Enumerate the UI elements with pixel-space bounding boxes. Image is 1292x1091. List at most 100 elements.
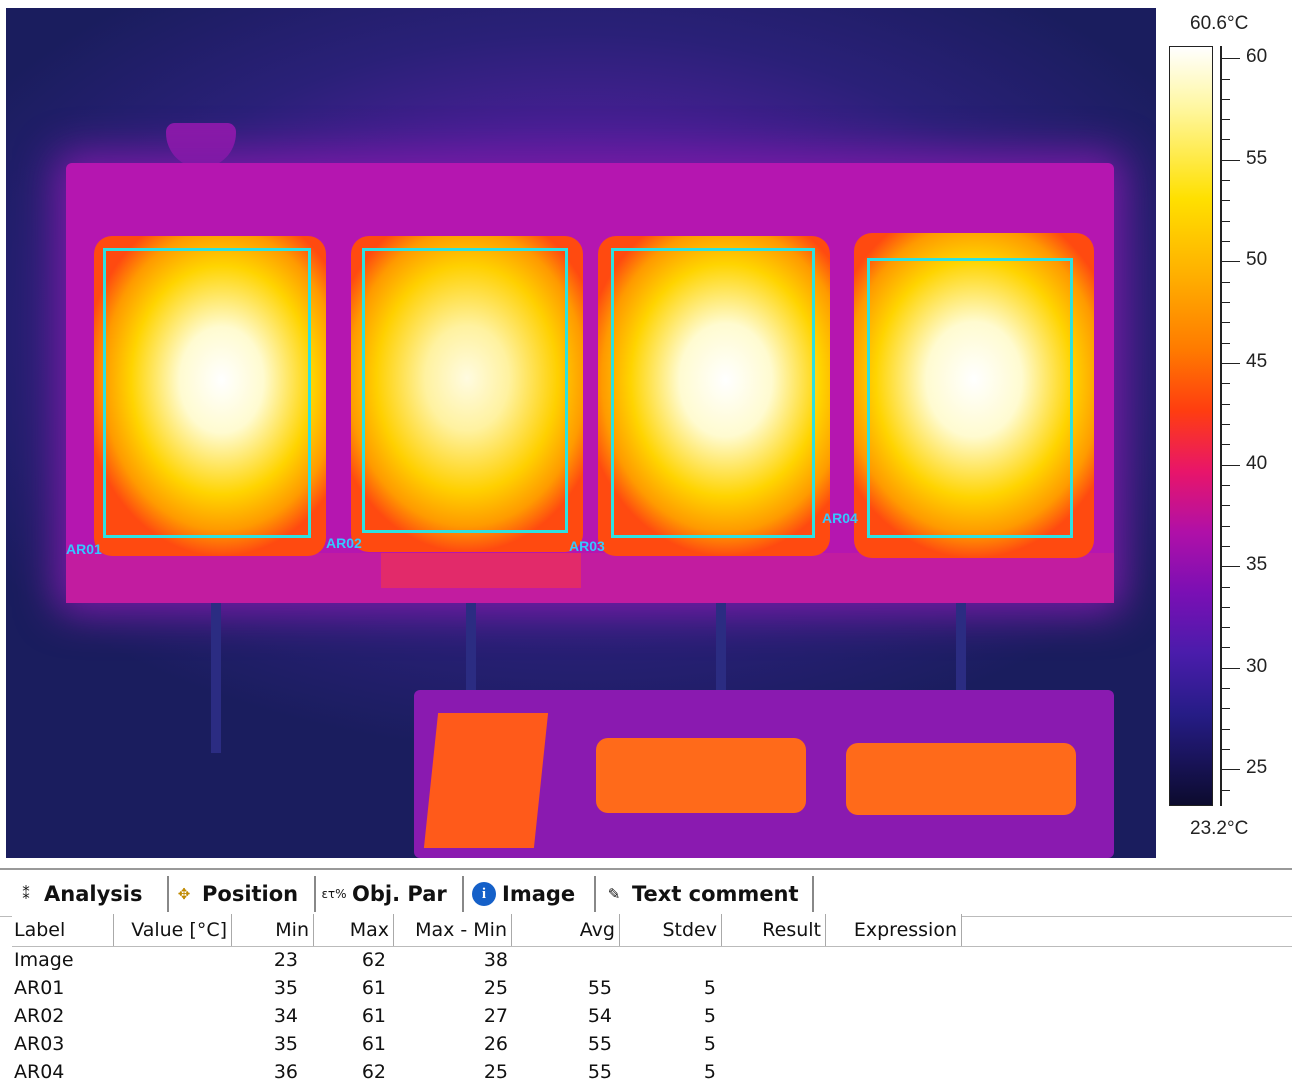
table-cell-max: 61: [361, 1033, 386, 1055]
column-header-label[interactable]: Label: [12, 914, 114, 946]
scale-major-tick: [1222, 464, 1240, 466]
scale-tick-label: 60: [1246, 46, 1268, 68]
thermal-tray-patch: [596, 738, 806, 813]
thermal-leg: [211, 603, 221, 753]
table-cell-label: AR01: [14, 977, 65, 999]
column-header-value[interactable]: Value [°C]: [114, 914, 232, 946]
info-icon: i: [472, 882, 496, 906]
column-header-stdev[interactable]: Stdev: [620, 914, 722, 946]
scale-major-tick: [1222, 363, 1240, 364]
column-header-avg[interactable]: Avg: [512, 914, 620, 946]
scale-minor-tick: [1222, 241, 1230, 243]
column-header-min[interactable]: Min: [232, 914, 314, 946]
thermal-tray-patch: [423, 713, 549, 848]
roi-ar04[interactable]: [867, 258, 1073, 538]
scale-minor-tick: [1222, 484, 1230, 486]
roi-ar01[interactable]: [103, 248, 311, 538]
thermal-cell-2: [351, 236, 583, 552]
column-header-result[interactable]: Result: [722, 914, 826, 946]
scale-minor-tick: [1222, 789, 1230, 791]
color-scale-bar[interactable]: [1169, 46, 1213, 806]
table-cell-label: AR03: [14, 1033, 65, 1055]
thermal-cell-3: [598, 236, 830, 556]
scale-minor-tick: [1222, 220, 1230, 222]
table-cell-range: 25: [483, 1061, 508, 1083]
table-cell-label: AR04: [14, 1061, 65, 1083]
thermal-cell-4: [854, 233, 1094, 558]
table-cell-value: [114, 1059, 228, 1086]
table-cell-avg: 55: [587, 1033, 612, 1055]
table-cell-max: 62: [361, 949, 386, 971]
scale-minor-tick: [1222, 627, 1230, 629]
thermal-leg: [466, 603, 476, 703]
thermal-hot-strip: [381, 553, 581, 588]
scale-tick-label: 35: [1246, 554, 1268, 576]
table-cell-range: 38: [483, 949, 508, 971]
table-cell-label: Image: [14, 949, 74, 971]
table-cell-avg: 55: [587, 1061, 612, 1083]
tab-position[interactable]: ✥ Position: [172, 876, 316, 912]
table-cell-range: 27: [483, 1005, 508, 1027]
position-icon: ✥: [177, 885, 191, 903]
scale-minor-tick: [1222, 444, 1230, 446]
tab-obj-par[interactable]: ετ% Obj. Par: [321, 876, 464, 912]
tab-image[interactable]: i Image: [472, 876, 596, 912]
table-cell-range: 26: [483, 1033, 508, 1055]
column-header-max-min[interactable]: Max - Min: [394, 914, 512, 946]
tab-text-comment-label: Text comment: [632, 882, 799, 906]
table-cell-label: AR02: [14, 1005, 65, 1027]
roi-label-ar01: AR01: [66, 541, 102, 557]
text-comment-icon: ✎: [607, 885, 621, 903]
table-cell-value: [114, 1031, 228, 1058]
scale-major-tick: [1222, 159, 1240, 161]
scale-minor-tick: [1222, 78, 1230, 80]
tab-analysis[interactable]: ⁑ Analysis: [14, 876, 169, 912]
thermal-housing-bottom: [66, 553, 1114, 603]
scale-minor-tick: [1222, 322, 1230, 324]
scale-major-tick: [1222, 667, 1240, 669]
scale-tick-label: 50: [1246, 249, 1268, 271]
roi-label-ar04: AR04: [822, 510, 858, 526]
column-header-expression[interactable]: Expression: [826, 914, 962, 946]
scale-minor-tick: [1222, 119, 1230, 121]
scale-minor-tick: [1222, 281, 1230, 283]
table-cell-stdev: 5: [703, 1033, 716, 1055]
scale-tick-label: 40: [1246, 452, 1268, 474]
scale-tick-label: 55: [1246, 147, 1268, 169]
table-cell-max: 61: [361, 977, 386, 999]
roi-ar03[interactable]: [611, 248, 815, 538]
tab-position-label: Position: [202, 882, 299, 906]
column-header-max[interactable]: Max: [314, 914, 394, 946]
scale-minor-tick: [1222, 545, 1230, 547]
thermal-cell-1: [94, 236, 326, 556]
roi-label-ar02: AR02: [326, 535, 362, 551]
scale-max-label: 60.6°C: [1190, 13, 1249, 34]
scale-minor-tick: [1222, 403, 1230, 405]
scale-minor-tick: [1222, 505, 1230, 507]
scale-min-label: 23.2°C: [1190, 818, 1249, 839]
thermal-leg: [956, 603, 966, 703]
scale-minor-tick: [1222, 139, 1230, 141]
header-divider: [12, 946, 1292, 947]
scale-minor-tick: [1222, 383, 1230, 385]
table-cell-max: 62: [361, 1061, 386, 1083]
scale-minor-tick: [1222, 525, 1230, 527]
scale-minor-tick: [1222, 180, 1230, 182]
roi-ar02[interactable]: [362, 248, 568, 533]
scale-minor-tick: [1222, 728, 1230, 730]
thermal-tray-patch: [846, 743, 1076, 815]
thermal-image[interactable]: AR01 AR02 AR03 AR04: [6, 8, 1156, 858]
table-cell-min: 35: [273, 977, 298, 999]
table-cell-stdev: 5: [703, 977, 716, 999]
object-parameters-icon: ετ%: [321, 887, 347, 901]
table-cell-value: [114, 1003, 228, 1030]
scale-minor-tick: [1222, 708, 1230, 710]
table-cell-max: 61: [361, 1005, 386, 1027]
scale-minor-tick: [1222, 606, 1230, 608]
tab-text-comment[interactable]: ✎ Text comment: [602, 876, 814, 912]
roi-label-ar03: AR03: [569, 538, 605, 554]
table-cell-avg: [512, 947, 612, 974]
scale-tick-label: 30: [1246, 655, 1268, 677]
thermal-leg: [716, 603, 726, 703]
scale-major-tick: [1222, 566, 1240, 568]
